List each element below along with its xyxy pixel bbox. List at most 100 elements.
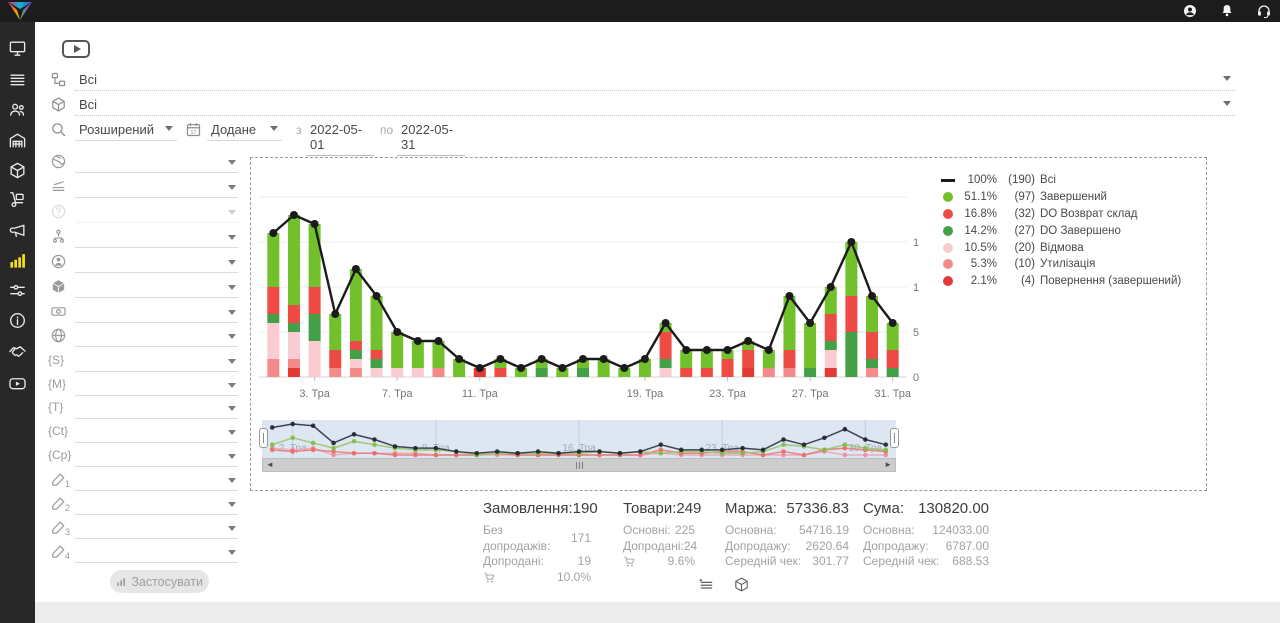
filter-select[interactable] (75, 227, 238, 248)
package-view-icon[interactable] (733, 576, 750, 593)
bar-segment[interactable] (680, 368, 693, 377)
line-point[interactable] (475, 364, 484, 372)
bar-segment[interactable] (742, 341, 755, 350)
bar-segment[interactable] (659, 368, 672, 377)
bar-segment[interactable] (287, 215, 300, 305)
line-point[interactable] (785, 292, 794, 300)
sidebar-item-list[interactable] (0, 67, 35, 91)
product-select[interactable]: Всі (75, 95, 1235, 116)
bar-segment[interactable] (824, 341, 837, 350)
bar-segment[interactable] (742, 350, 755, 368)
bar-segment[interactable] (618, 368, 631, 377)
bar-segment[interactable] (349, 269, 362, 341)
bar-segment[interactable] (886, 323, 899, 350)
apply-button[interactable]: Застосувати (110, 570, 209, 593)
filter-select[interactable] (75, 326, 238, 347)
bar-segment[interactable] (391, 368, 404, 377)
bar-segment[interactable] (308, 287, 321, 314)
legend-item[interactable]: 16.8% (32) DO Возврат склад (941, 206, 1181, 223)
line-point[interactable] (269, 229, 278, 237)
bar-segment[interactable] (804, 323, 817, 368)
bar-segment[interactable] (721, 350, 734, 359)
bar-segment[interactable] (597, 359, 610, 377)
bell-icon[interactable] (1219, 3, 1235, 19)
bar-segment[interactable] (824, 287, 837, 314)
filter-select[interactable] (75, 422, 238, 443)
bar-segment[interactable] (824, 314, 837, 341)
bar-segment[interactable] (329, 368, 342, 377)
line-point[interactable] (723, 346, 732, 354)
help-video-button[interactable] (62, 40, 90, 58)
line-point[interactable] (351, 265, 360, 273)
bar-segment[interactable] (349, 341, 362, 350)
bar-segment[interactable] (700, 368, 713, 377)
list-view-icon[interactable] (698, 576, 715, 593)
sidebar-item-trolley[interactable] (0, 187, 35, 211)
line-point[interactable] (599, 355, 608, 363)
scroll-right-icon[interactable]: ► (884, 460, 892, 469)
orders-chart[interactable]: 0 5 10 15 3. Тра 7. Тра 11. Тра 19. Тра 23. Тра 2… (259, 164, 919, 414)
bar-segment[interactable] (287, 368, 300, 377)
bar-segment[interactable] (866, 332, 879, 359)
line-point[interactable] (331, 310, 340, 318)
bar-segment[interactable] (308, 224, 321, 287)
bar-segment[interactable] (845, 332, 858, 377)
bar-segment[interactable] (453, 359, 466, 377)
filter-select[interactable] (75, 494, 238, 515)
source-select[interactable]: Всі (75, 70, 1235, 91)
line-point[interactable] (455, 355, 464, 363)
line-point[interactable] (826, 283, 835, 291)
search-mode-select[interactable]: Розширений (75, 120, 177, 141)
headset-icon[interactable] (1256, 3, 1272, 19)
line-point[interactable] (682, 346, 691, 354)
bar-segment[interactable] (680, 350, 693, 368)
bar-segment[interactable] (783, 350, 796, 368)
bar-segment[interactable] (845, 242, 858, 296)
bar-segment[interactable] (267, 359, 280, 377)
line-point[interactable] (661, 319, 670, 327)
bar-segment[interactable] (267, 287, 280, 314)
line-point[interactable] (434, 337, 443, 345)
date-to-input[interactable]: 2022-05-31 (397, 120, 465, 156)
filter-select[interactable] (75, 302, 238, 323)
legend-item[interactable]: 10.5% (20) Відмова (941, 239, 1181, 256)
filter-select[interactable] (75, 252, 238, 273)
bar-segment[interactable] (742, 368, 755, 377)
bar-segment[interactable] (845, 296, 858, 332)
bar-segment[interactable] (349, 368, 362, 377)
bar-segment[interactable] (432, 368, 445, 377)
line-point[interactable] (744, 337, 753, 345)
bar-segment[interactable] (267, 233, 280, 287)
bar-segment[interactable] (267, 323, 280, 359)
bar-segment[interactable] (308, 314, 321, 341)
line-point[interactable] (310, 220, 319, 228)
bar-segment[interactable] (329, 350, 342, 368)
filter-select[interactable] (75, 177, 238, 198)
line-point[interactable] (537, 355, 546, 363)
bar-segment[interactable] (308, 341, 321, 377)
line-point[interactable] (558, 364, 567, 372)
filter-select[interactable] (75, 398, 238, 419)
line-point[interactable] (847, 238, 856, 246)
legend-item[interactable]: 51.1% (97) Завершений (941, 189, 1181, 206)
filter-select[interactable] (75, 542, 238, 563)
navigator-left-handle[interactable] (259, 428, 268, 448)
bar-segment[interactable] (287, 323, 300, 332)
sidebar-item-analytics-active[interactable] (0, 248, 35, 272)
line-point[interactable] (702, 346, 711, 354)
bar-segment[interactable] (700, 350, 713, 368)
sidebar-item-megaphone[interactable] (0, 218, 35, 242)
bar-segment[interactable] (886, 368, 899, 377)
bar-segment[interactable] (267, 314, 280, 323)
sidebar-item-handshake[interactable] (0, 339, 35, 363)
filter-select[interactable] (75, 152, 238, 173)
bar-segment[interactable] (494, 368, 507, 377)
sidebar-item-users[interactable] (0, 97, 35, 121)
filter-select[interactable] (75, 518, 238, 539)
scroll-grip[interactable] (575, 461, 583, 469)
line-point[interactable] (620, 364, 629, 372)
bar-segment[interactable] (349, 359, 362, 368)
chart-navigator[interactable]: 2. Тра 9. Тра 16. Тра 23. Тра 30. Тра (259, 420, 899, 458)
bar-segment[interactable] (866, 296, 879, 332)
bar-segment[interactable] (762, 350, 775, 368)
